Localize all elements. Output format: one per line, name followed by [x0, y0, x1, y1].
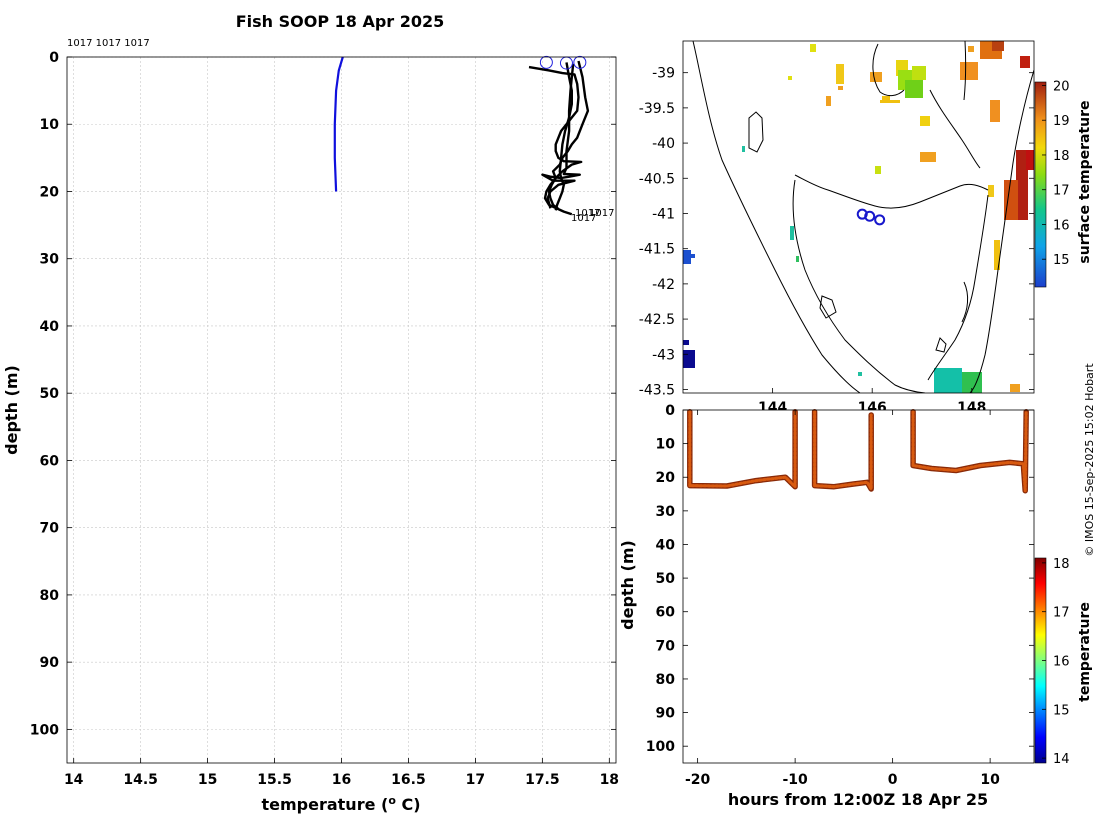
map-y-tick-label: -42 — [652, 277, 675, 293]
section-ticks: 0 10 20 30 40 50 60 70 80 90 100 -20 -10 0 10 — [646, 403, 1034, 788]
sst-colorbar — [1034, 81, 1047, 288]
sst-colorbar-ticks: 15 16 17 18 19 20 — [1042, 79, 1070, 268]
map-y-tick-label: -41 — [652, 206, 675, 222]
profile-chart: 14 14.5 15 15.5 16 16.5 17 17.5 18 0 10 20 30 40 50 60 7… — [2, 38, 619, 814]
profile-y-tick-label: 70 — [40, 521, 60, 537]
profile-x-tick-label: 15.5 — [257, 772, 292, 788]
map-content — [683, 41, 1034, 393]
profile-x-tick-label: 17.5 — [525, 772, 560, 788]
profile-y-axis-label: depth (m) — [2, 365, 21, 455]
sst-patches — [683, 41, 1034, 393]
profile-y-tick-label: 10 — [40, 117, 60, 133]
profile-series-line — [541, 63, 581, 209]
map-stations — [856, 208, 886, 226]
profile-y-tick-label: 0 — [49, 50, 59, 66]
section-series-layer — [687, 408, 1029, 494]
sst-colorbar-label: surface temperature — [1077, 100, 1093, 263]
profile-series-line — [554, 62, 573, 211]
temperature-colorbar-tick-label: 14 — [1053, 752, 1070, 767]
sst-colorbar-tick-label: 17 — [1053, 184, 1070, 199]
map-y-tick-label: -43.5 — [639, 382, 675, 398]
section-y-tick-label: 80 — [656, 672, 676, 688]
sst-colorbar-tick-label: 16 — [1053, 218, 1070, 233]
profile-y-tick-label: 100 — [30, 722, 59, 738]
profile-x-tick-label: 14.5 — [123, 772, 158, 788]
map-y-tick-label: -43 — [652, 347, 675, 363]
temperature-colorbar-ticks: 14 15 16 17 18 — [1042, 557, 1070, 767]
profile-y-tick-label: 40 — [40, 319, 60, 335]
map-y-tick-label: -39 — [652, 66, 675, 82]
map-station-marker — [874, 214, 886, 226]
profile-series-line — [528, 65, 583, 216]
credit-text: © IMOS 15-Sep-2025 15:02 Hobart — [1083, 363, 1096, 557]
sst-colorbar-tick-label: 19 — [1053, 114, 1070, 129]
map-y-tick-label: -41.5 — [639, 242, 675, 258]
profile-x-tick-label: 14 — [64, 772, 84, 788]
profile-y-tick-label: 30 — [40, 252, 60, 268]
section-y-tick-label: 60 — [656, 605, 676, 621]
map-y-tick-label: -39.5 — [639, 101, 675, 117]
sst-colorbar-tick-label: 15 — [1053, 253, 1070, 268]
section-series-line — [911, 410, 1028, 493]
profile-y-tick-label: 60 — [40, 453, 60, 469]
profile-x-tick-label: 16.5 — [391, 772, 426, 788]
map-y-tick-label: -42.5 — [639, 312, 675, 328]
map-y-tick-label: -40.5 — [639, 171, 675, 187]
profile-y-tick-label: 90 — [40, 655, 60, 671]
section-y-tick-label: 20 — [656, 470, 676, 486]
sst-colorbar-tick-label: 20 — [1053, 79, 1070, 94]
section-y-axis-label: depth (m) — [618, 540, 637, 630]
section-y-tick-label: 50 — [656, 571, 676, 587]
section-y-tick-label: 100 — [646, 739, 675, 755]
sst-colorbar-tick-label: 18 — [1053, 149, 1070, 164]
profile-start-marker — [539, 55, 553, 69]
profile-end-label: 1017 — [571, 213, 596, 224]
section-y-tick-label: 70 — [656, 638, 676, 654]
temperature-colorbar-tick-label: 16 — [1053, 655, 1070, 670]
section-x-tick-label: -10 — [782, 772, 808, 788]
section-y-tick-label: 90 — [656, 706, 676, 722]
coastlines — [692, 41, 1034, 393]
section-y-tick-label: 30 — [656, 504, 676, 520]
map-station-marker — [856, 208, 868, 220]
section-chart: 0 10 20 30 40 50 60 70 80 90 100 -20 -10 0 10 hours fr… — [618, 403, 1093, 809]
section-series-line — [688, 410, 797, 489]
profile-series-line — [333, 56, 344, 192]
section-x-axis-label: hours from 12:00Z 18 Apr 25 — [728, 790, 988, 809]
profile-y-tick-label: 50 — [40, 386, 60, 402]
temperature-colorbar-tick-label: 18 — [1053, 557, 1070, 572]
figure-title: Fish SOOP 18 Apr 2025 — [236, 12, 445, 31]
profile-end-labels: 1017 1017 1017 — [571, 208, 614, 224]
profile-x-tick-label: 17 — [466, 772, 485, 788]
profile-x-tick-label: 16 — [332, 772, 351, 788]
profile-x-axis-label: temperature (o C) — [261, 794, 420, 814]
profile-x-tick-label: 15 — [198, 772, 217, 788]
profile-ticks: 14 14.5 15 15.5 16 16.5 17 17.5 18 0 10 20 30 40 50 60 7… — [30, 50, 619, 788]
map-y-tick-label: -40 — [652, 136, 675, 152]
section-x-tick-label: 10 — [980, 772, 1000, 788]
profile-start-marker — [573, 55, 587, 69]
temperature-colorbar-tick-label: 15 — [1053, 703, 1070, 718]
section-y-tick-label: 40 — [656, 537, 676, 553]
profile-end-label: 1017 — [589, 208, 614, 219]
profile-y-tick-label: 20 — [40, 184, 60, 200]
temperature-colorbar-label: temperature — [1077, 602, 1093, 702]
sst-map: -39 -39.5 -40 -40.5 -41 -41.5 -42 -42.5 -43 -43.5… — [639, 40, 1093, 416]
profile-top-label: 1017 1017 1017 — [67, 38, 150, 49]
map-station-marker — [864, 210, 876, 222]
section-y-tick-label: 0 — [665, 403, 675, 419]
section-x-tick-label: 0 — [888, 772, 898, 788]
profile-y-tick-label: 80 — [40, 588, 60, 604]
temperature-colorbar-tick-label: 17 — [1053, 606, 1070, 621]
section-x-tick-label: -20 — [685, 772, 711, 788]
profile-end-label: 1017 — [575, 208, 600, 219]
profile-x-tick-label: 18 — [600, 772, 619, 788]
section-y-tick-label: 10 — [656, 437, 676, 453]
section-series-line — [813, 410, 873, 491]
